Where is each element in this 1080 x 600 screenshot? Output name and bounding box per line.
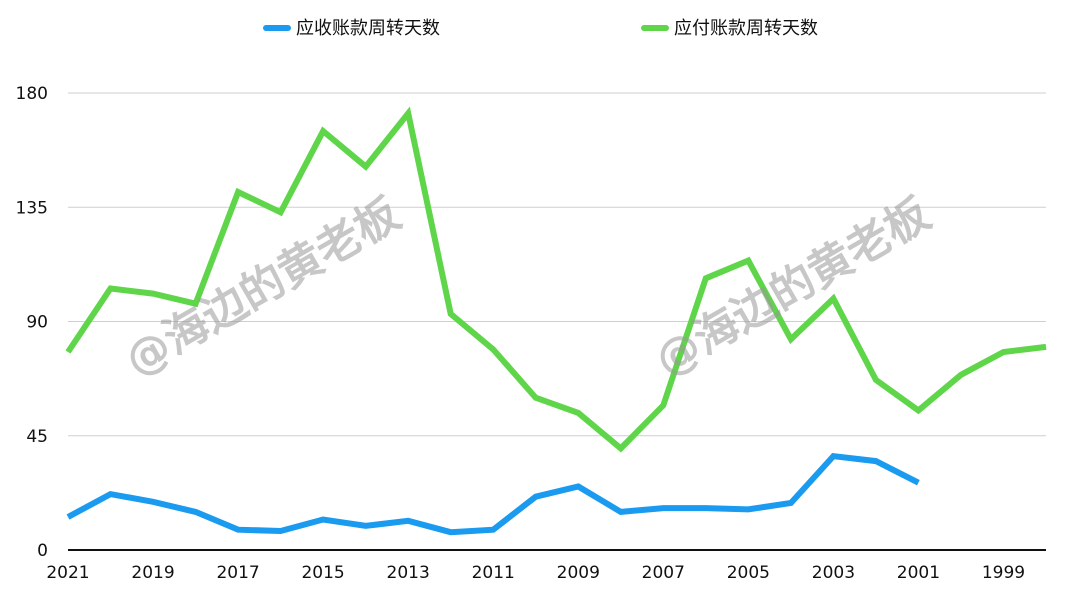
x-tick-label-11: 1999 bbox=[982, 563, 1025, 583]
x-tick-label-8: 2005 bbox=[727, 563, 770, 583]
x-tick-label-3: 2015 bbox=[301, 563, 344, 583]
legend-label-1: 应付账款周转天数 bbox=[674, 18, 818, 39]
grid-lines bbox=[68, 92, 1046, 437]
watermark-2: @海边的黄老板 bbox=[647, 188, 939, 386]
x-tick-label-4: 2013 bbox=[387, 563, 430, 583]
series-line-1 bbox=[65, 106, 1047, 453]
y-tick-label-3: 135 bbox=[16, 198, 48, 218]
x-tick-label-2: 2017 bbox=[216, 563, 259, 583]
series-line-0 bbox=[66, 452, 920, 536]
x-tick-label-1: 2019 bbox=[131, 563, 174, 583]
x-tick-label-7: 2007 bbox=[642, 563, 685, 583]
x-tick-label-6: 2009 bbox=[557, 563, 600, 583]
y-tick-label-2: 90 bbox=[26, 313, 48, 333]
x-tick-label-10: 2001 bbox=[897, 563, 940, 583]
x-tick-label-5: 2011 bbox=[472, 563, 515, 583]
y-tick-label-0: 0 bbox=[37, 541, 48, 561]
y-tick-label-4: 180 bbox=[16, 84, 48, 104]
legend-label-0: 应收账款周转天数 bbox=[296, 18, 440, 39]
axes: 0 45 90 135 180 2021 2019 2017 2015 2013 2011 2009 2… bbox=[16, 84, 1046, 583]
legend: 应收账款周转天数 应付账款周转天数 bbox=[263, 18, 818, 39]
x-tick-label-9: 2003 bbox=[812, 563, 855, 583]
x-tick-label-0: 2021 bbox=[46, 563, 89, 583]
watermark-1: @海边的黄老板 bbox=[117, 188, 409, 386]
y-tick-label-1: 45 bbox=[26, 427, 48, 447]
series-lines bbox=[65, 106, 1047, 536]
watermarks: @海边的黄老板 @海边的黄老板 bbox=[117, 188, 939, 386]
